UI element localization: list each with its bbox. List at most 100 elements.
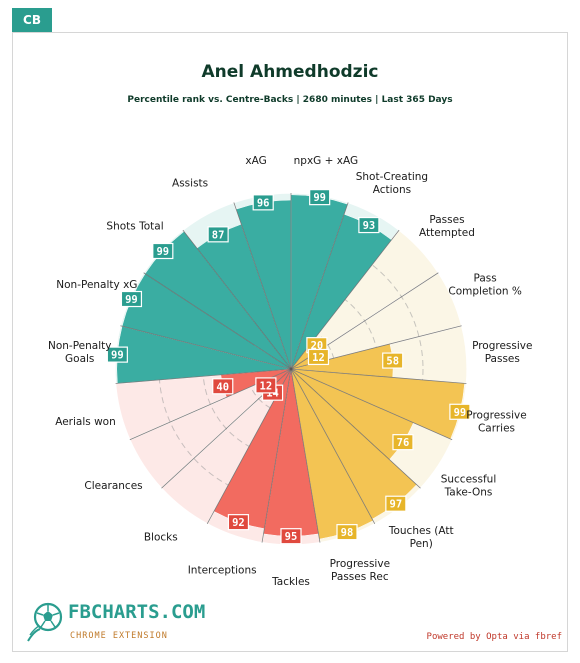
position-tab[interactable]: CB	[12, 8, 52, 32]
badge-box	[449, 403, 471, 420]
value-badge: 95	[280, 528, 302, 545]
badge-box	[309, 189, 331, 206]
spoke-line	[120, 325, 292, 370]
category-label-line: Tackles	[271, 576, 310, 588]
value-badge: 99	[152, 242, 174, 260]
badge-box	[227, 514, 250, 531]
category-label-line: xAG	[245, 155, 266, 167]
category-label-line: Pen)	[410, 538, 433, 550]
category-label: Assists	[172, 178, 208, 190]
category-label-line: Blocks	[144, 531, 178, 543]
category-label-line: Non-Penalty xG	[56, 279, 137, 291]
badge-box	[152, 242, 174, 260]
badge-value: 98	[341, 527, 354, 539]
badge-value: 58	[386, 356, 399, 368]
spoke-line	[233, 202, 292, 370]
badge-value: 87	[212, 229, 225, 241]
brand-name: FBCHARTS.COM	[68, 601, 206, 623]
spoke-line	[290, 368, 376, 524]
category-label: Successful Take-Ons	[441, 474, 497, 499]
badge-box	[336, 524, 358, 541]
category-label: Touches (Att Pen)	[388, 525, 454, 550]
badge-box	[252, 194, 274, 211]
value-badge: 12	[255, 377, 277, 394]
badge-box	[120, 290, 143, 308]
category-label: Interceptions	[188, 565, 257, 577]
category-label-line: Progressive	[330, 558, 390, 570]
value-badge: 76	[392, 434, 414, 451]
spoke-line	[290, 368, 453, 441]
category-label: Pass Completion %	[448, 272, 521, 297]
value-badge: 98	[336, 524, 358, 541]
value-badge: 12	[307, 348, 330, 366]
category-label: Blocks	[144, 531, 178, 543]
spoke-line	[290, 202, 349, 370]
value-badge: 93	[358, 216, 380, 234]
category-label-line: Shot-Creating	[356, 171, 428, 183]
value-slices	[116, 194, 465, 540]
spoke-line	[115, 368, 292, 384]
value-badge: 87	[207, 226, 229, 243]
category-label: Clearances	[84, 480, 142, 492]
badge-value: 12	[260, 380, 273, 392]
category-label-line: Touches (Att	[388, 525, 454, 537]
category-label-line: Passes	[485, 353, 520, 365]
spoke-line	[290, 368, 421, 489]
badge-value: 97	[390, 499, 403, 511]
spoke-line	[261, 368, 292, 543]
category-label: Non-Penalty Goals	[48, 340, 111, 365]
badge-value: 95	[285, 531, 298, 543]
badge-box	[392, 434, 414, 451]
category-label-line: Interceptions	[188, 565, 257, 577]
category-label: Shot-Creating Actions	[356, 171, 428, 196]
category-label-line: Passes Rec	[331, 571, 389, 583]
category-label-line: Clearances	[84, 480, 142, 492]
category-label: Non-Penalty xG	[56, 279, 137, 291]
value-badge: 99	[449, 403, 471, 420]
badge-value: 99	[125, 294, 138, 306]
category-label-line: Assists	[172, 178, 208, 190]
badge-box	[382, 352, 404, 369]
category-label-line: Attempted	[419, 227, 475, 239]
spoke-line	[290, 368, 321, 543]
badge-value: 99	[454, 407, 467, 419]
category-label: Progressive Passes Rec	[330, 558, 390, 583]
value-badge: 92	[227, 514, 250, 531]
category-label-line: Aerials won	[55, 416, 116, 428]
brand-block[interactable]: FBCHARTS.COM CHROME EXTENSION	[26, 601, 226, 647]
category-label: Tackles	[271, 576, 310, 588]
value-badge: 96	[252, 194, 274, 211]
badge-value: 99	[111, 350, 124, 362]
badge-value: 92	[232, 517, 245, 529]
badge-value: 40	[216, 381, 229, 393]
value-badge: 99	[106, 346, 128, 363]
category-label-line: Completion %	[448, 285, 521, 297]
value-badge: 40	[212, 378, 234, 395]
category-label: xAG	[245, 155, 266, 167]
powered-by-link[interactable]: Powered by Opta via fbref	[426, 632, 562, 642]
category-label: Aerials won	[55, 416, 116, 428]
badge-box	[212, 378, 234, 395]
spoke-line	[182, 229, 292, 370]
badge-value: 99	[313, 192, 326, 204]
category-label: npxG + xAG	[294, 155, 359, 167]
value-badge: 99	[120, 290, 143, 308]
category-label-line: Goals	[65, 353, 94, 365]
badge-box	[280, 528, 302, 545]
badge-box	[385, 495, 407, 512]
category-label: Progressive Carries	[466, 410, 526, 435]
category-label-line: Pass	[474, 272, 497, 284]
category-label: Shots Total	[106, 220, 163, 232]
category-label-line: Shots Total	[106, 220, 163, 232]
spoke-line	[290, 368, 467, 384]
category-label-line: Successful	[441, 474, 497, 486]
spoke-line	[143, 272, 292, 370]
badge-value: 12	[312, 352, 325, 364]
category-label-line: Actions	[373, 184, 411, 196]
category-label-line: Progressive	[466, 410, 526, 422]
badge-box	[358, 216, 380, 234]
chart-title: Anel Ahmedhodzic	[201, 62, 379, 82]
badge-box	[255, 377, 277, 394]
badge-box	[106, 346, 128, 363]
